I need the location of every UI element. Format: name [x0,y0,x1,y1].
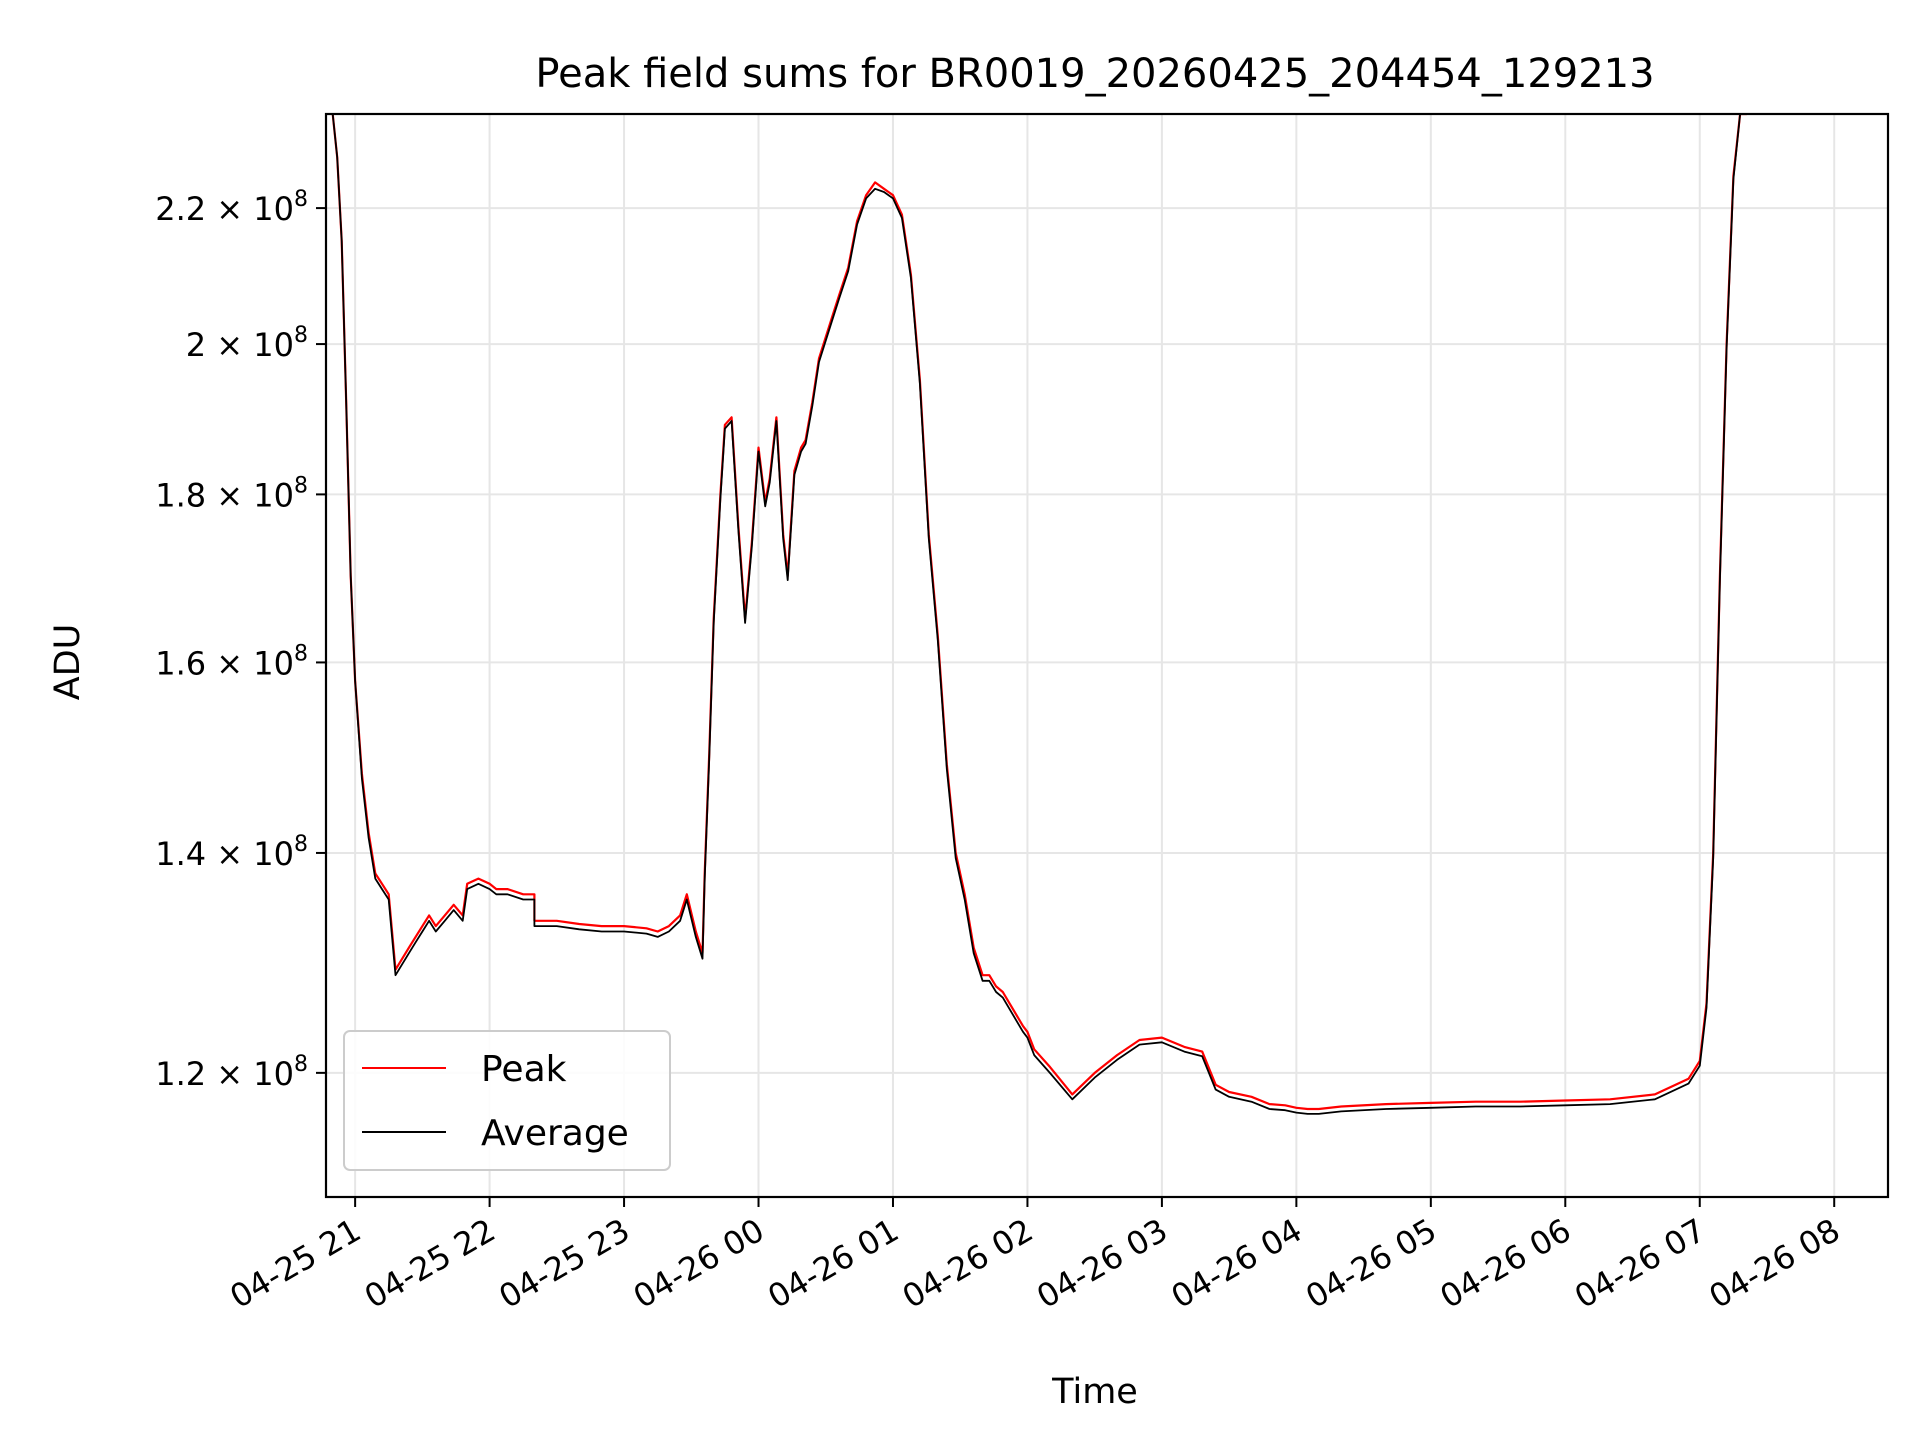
series-line-peak [331,114,1747,1111]
legend-box [343,1030,671,1171]
axes-frame [324,112,1890,1199]
series-line-average [331,114,1747,1115]
legend-label-peak: Peak [481,1049,567,1090]
legend-label-average: Average [481,1113,629,1154]
x-axis-label: Time [1051,1372,1138,1412]
y-tick-label-0: 1.2 × 108 [155,1052,308,1093]
chart-title: Peak field sums for BR0019_20260425_2044… [535,51,1654,97]
y-tick-label-3: 1.8 × 108 [155,473,308,514]
y-tick-label-5: 2.2 × 108 [155,187,308,228]
legend: Peak Average [343,1030,671,1171]
y-tick-label-1: 1.4 × 108 [155,832,308,873]
y-tick-label-4: 2 × 108 [186,323,308,364]
y-tick-label-2: 1.6 × 108 [155,641,308,682]
y-axis-label: ADU [48,624,88,701]
